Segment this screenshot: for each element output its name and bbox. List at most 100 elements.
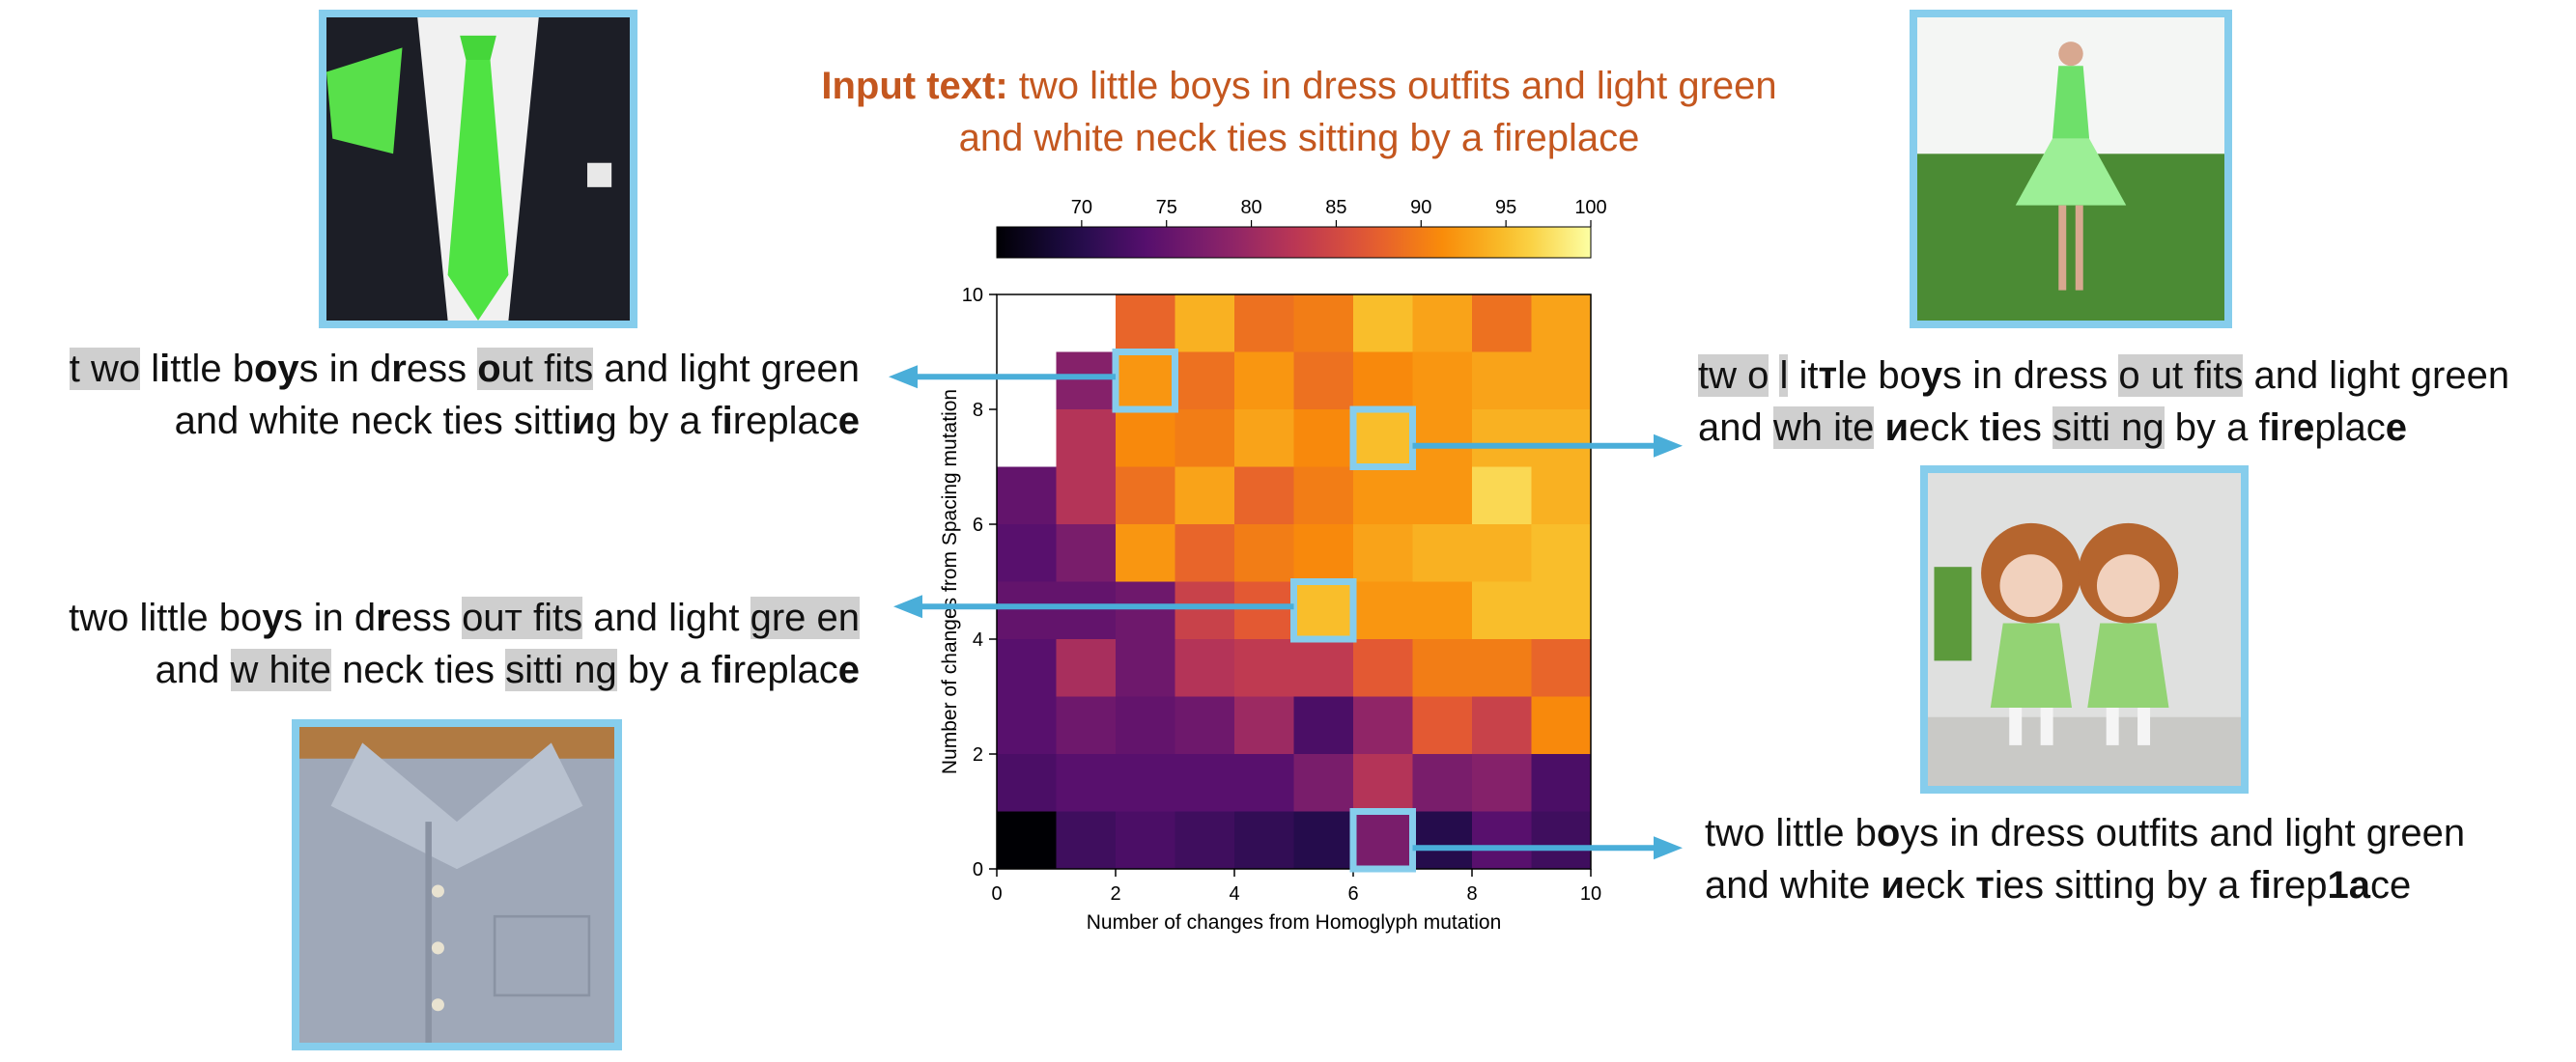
heatmap-cell xyxy=(1412,524,1473,582)
heatmap-cell xyxy=(1293,696,1354,755)
heatmap-cell xyxy=(1234,524,1294,582)
caption-segment: i xyxy=(2260,864,2272,907)
arrow-head xyxy=(1654,836,1683,860)
heatmap-axes: 0 2 4 6 8 10 0 2 4 6 8 10 Number of changes from Hom… xyxy=(939,285,1601,934)
caption-segment: by a f xyxy=(616,649,722,691)
heatmap-cell xyxy=(1472,524,1532,582)
heatmap-cell xyxy=(1472,639,1532,697)
heatmap-cell xyxy=(1056,409,1117,467)
heatmap-cell xyxy=(1116,409,1175,467)
heatmap-cell xyxy=(1175,581,1235,640)
caption-segment: by a f xyxy=(2164,406,2270,449)
heatmap-cell xyxy=(1293,524,1354,582)
caption-segment: replac xyxy=(732,400,838,442)
caption-line: two little boys in dress outfits and lig… xyxy=(1705,807,2465,859)
caption-segment: r xyxy=(391,348,407,390)
caption-segment: gre en xyxy=(750,597,860,639)
heatmap-cell xyxy=(1056,696,1117,755)
heatmap-cell xyxy=(1531,351,1592,410)
caption-segment: s in d xyxy=(298,348,392,390)
grey-shirt-photo xyxy=(292,719,622,1050)
highlight-box xyxy=(1349,405,1416,470)
caption-segment: i xyxy=(1990,406,2001,449)
heatmap-cell xyxy=(1293,466,1354,525)
heatmap-cell xyxy=(1234,294,1294,352)
caption-segment: and white xyxy=(1705,864,1882,907)
caption-segment: ut fits xyxy=(500,348,594,390)
woman-green-dress-photo xyxy=(1910,10,2232,328)
caption-segment: rep xyxy=(2271,864,2328,907)
heatmap-cell xyxy=(1175,754,1235,812)
caption-segment: т xyxy=(1975,864,1995,907)
title-text: two little boys in dress outfits and lig… xyxy=(958,65,1777,159)
heatmap-cell xyxy=(1175,639,1235,697)
heatmap-cell xyxy=(1531,524,1592,582)
y-tick-label: 2 xyxy=(973,744,983,766)
caption-line: two little boys in dress ouт fits and li… xyxy=(10,592,860,644)
caption-segment: fits xyxy=(522,597,583,639)
caption-segment: eck xyxy=(1904,864,1976,907)
heatmap-cell xyxy=(997,581,1057,640)
caption-segment: o xyxy=(1876,812,1901,854)
heatmap-cell xyxy=(1234,351,1294,410)
heatmap-cell xyxy=(1531,409,1592,467)
heatmap-cell xyxy=(1175,696,1235,755)
caption-segment: tw o xyxy=(1698,354,1769,397)
heatmap-cell xyxy=(1353,294,1413,352)
heatmap-cell xyxy=(1116,351,1175,410)
caption-middle-left: two little boys in dress ouт fits and li… xyxy=(10,592,860,696)
caption-segment: and light xyxy=(582,597,750,639)
heatmap-cell xyxy=(1412,639,1473,697)
heatmap-cell xyxy=(1353,466,1413,525)
colorbar-tick-label: 70 xyxy=(1071,197,1092,218)
x-tick-label: 6 xyxy=(1347,883,1358,905)
heatmap-cell xyxy=(1234,466,1294,525)
caption-line: t wo little boys in dress out fits and l… xyxy=(10,343,860,395)
caption-segment: sitti ng xyxy=(2052,406,2165,449)
heatmap-cell xyxy=(1353,351,1413,410)
heatmap-cell xyxy=(1056,351,1117,410)
caption-segment: and light green xyxy=(2243,354,2510,397)
y-axis-label: Number of changes from Spacing mutation xyxy=(939,389,961,774)
x-tick-label: 2 xyxy=(1110,883,1120,905)
caption-top-left: t wo little boys in dress out fits and l… xyxy=(10,343,860,447)
heatmap-cell xyxy=(1531,466,1592,525)
caption-segment: l xyxy=(1779,354,1789,397)
caption-segment: it xyxy=(1788,354,1819,397)
colorbar-tick-label: 80 xyxy=(1240,197,1261,218)
heatmap-cell xyxy=(1472,811,1532,870)
heatmap-cell xyxy=(997,409,1057,467)
caption-segment: ys in dress outfits and light green xyxy=(1900,812,2466,854)
caption-segment: 1a xyxy=(2327,864,2371,907)
caption-segment: and xyxy=(155,649,231,691)
heatmap-cell xyxy=(1412,294,1473,352)
colorbar-tick-label: 85 xyxy=(1325,197,1346,218)
heatmap-cell xyxy=(1412,466,1473,525)
caption-segment: plac xyxy=(2314,406,2386,449)
heatmap-cell xyxy=(1293,294,1354,352)
caption-segment: i xyxy=(722,400,733,442)
two-dolls-green-dresses-photo xyxy=(1920,465,2249,794)
caption-segment: replac xyxy=(732,649,838,691)
heatmap-cell xyxy=(1056,581,1117,640)
heatmap-cell xyxy=(997,294,1057,352)
caption-bottom-right: two little boys in dress outfits and lig… xyxy=(1705,807,2465,911)
caption-segment: sitti ng xyxy=(505,649,617,691)
heatmap-cell xyxy=(1353,581,1413,640)
heatmap-cell xyxy=(997,639,1057,697)
heatmap-cell xyxy=(1412,581,1473,640)
caption-segment: ess xyxy=(390,597,463,639)
caption-segment: and white neck ties sitti xyxy=(174,400,572,442)
caption-segment: o xyxy=(477,348,501,390)
heatmap-cell xyxy=(1412,811,1473,870)
heatmap-cell xyxy=(1175,294,1235,352)
caption-segment: e xyxy=(2385,406,2407,449)
heatmap-cell xyxy=(1234,409,1294,467)
heatmap-cell xyxy=(1234,581,1294,640)
heatmap-cell xyxy=(1472,581,1532,640)
arrow-head xyxy=(1654,433,1683,458)
caption-segment: g by a f xyxy=(595,400,722,442)
highlight-box xyxy=(1349,808,1416,873)
heatmap-cell xyxy=(1353,524,1413,582)
highlight-box xyxy=(1112,349,1178,413)
